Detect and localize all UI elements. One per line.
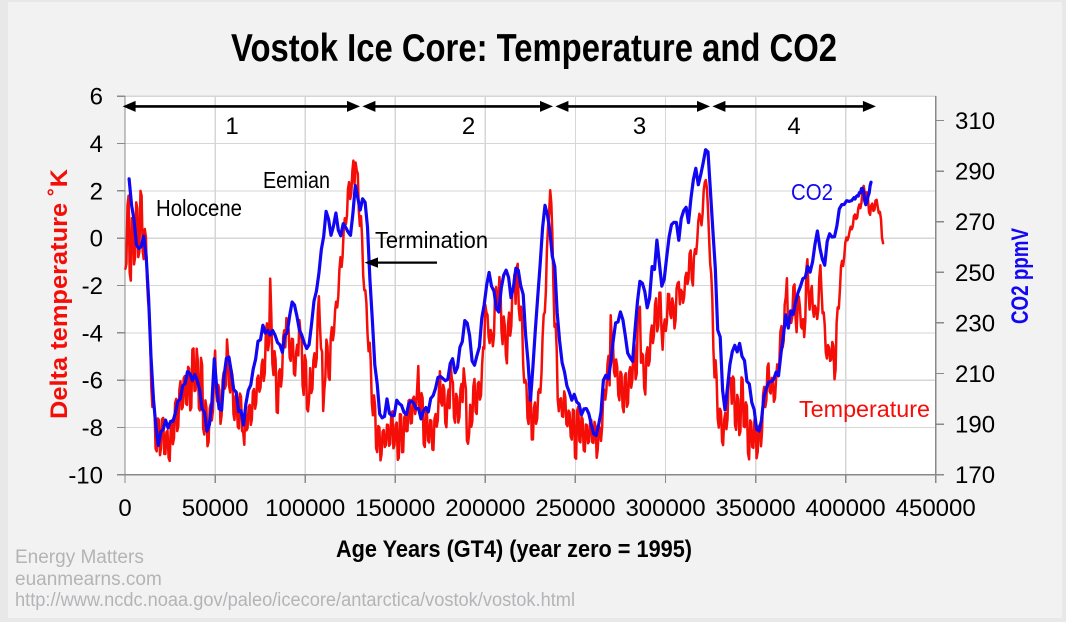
svg-text:-2: -2	[82, 273, 103, 300]
svg-text:Age Years (GT4) (year zero = 1: Age Years (GT4) (year zero = 1995)	[336, 536, 692, 563]
svg-text:0: 0	[118, 495, 131, 522]
svg-text:4: 4	[90, 131, 103, 158]
svg-text:Eemian: Eemian	[263, 167, 330, 193]
svg-text:CO2 ppmV: CO2 ppmV	[1007, 228, 1034, 324]
svg-text:190: 190	[955, 412, 995, 439]
svg-text:Vostok Ice Core: Temperature a: Vostok Ice Core: Temperature and CO2	[231, 27, 837, 70]
svg-text:Delta temperature ˚K: Delta temperature ˚K	[46, 168, 73, 419]
svg-text:euanmearns.com: euanmearns.com	[15, 569, 162, 590]
svg-text:50000: 50000	[182, 495, 249, 522]
svg-text:450000: 450000	[896, 495, 976, 522]
svg-text:350000: 350000	[716, 495, 796, 522]
svg-text:250000: 250000	[535, 495, 615, 522]
svg-text:Energy Matters: Energy Matters	[15, 547, 144, 568]
svg-text:2: 2	[90, 178, 103, 205]
svg-text:Temperature: Temperature	[799, 396, 930, 422]
svg-text:210: 210	[955, 361, 995, 388]
svg-text:2: 2	[462, 113, 475, 140]
svg-text:150000: 150000	[355, 495, 435, 522]
svg-text:1: 1	[225, 113, 238, 140]
svg-text:400000: 400000	[806, 495, 886, 522]
svg-text:-10: -10	[68, 462, 103, 489]
svg-text:170: 170	[955, 462, 995, 489]
svg-text:-6: -6	[82, 368, 103, 395]
svg-text:200000: 200000	[445, 495, 525, 522]
svg-text:290: 290	[955, 159, 995, 186]
svg-text:310: 310	[955, 108, 995, 135]
svg-text:Termination: Termination	[375, 227, 488, 253]
svg-text:230: 230	[955, 310, 995, 337]
svg-text:Holocene: Holocene	[156, 195, 242, 221]
svg-text:0: 0	[90, 226, 103, 253]
svg-text:6: 6	[90, 84, 103, 111]
svg-text:3: 3	[633, 113, 646, 140]
svg-text:100000: 100000	[265, 495, 345, 522]
svg-text:-8: -8	[82, 415, 103, 442]
svg-text:300000: 300000	[625, 495, 705, 522]
svg-text:270: 270	[955, 209, 995, 236]
svg-text:250: 250	[955, 260, 995, 287]
svg-text:CO2: CO2	[791, 179, 833, 205]
svg-text:4: 4	[787, 113, 800, 140]
svg-text:-4: -4	[82, 320, 103, 347]
svg-text:http://www.ncdc.noaa.gov/paleo: http://www.ncdc.noaa.gov/paleo/icecore/a…	[15, 590, 575, 611]
